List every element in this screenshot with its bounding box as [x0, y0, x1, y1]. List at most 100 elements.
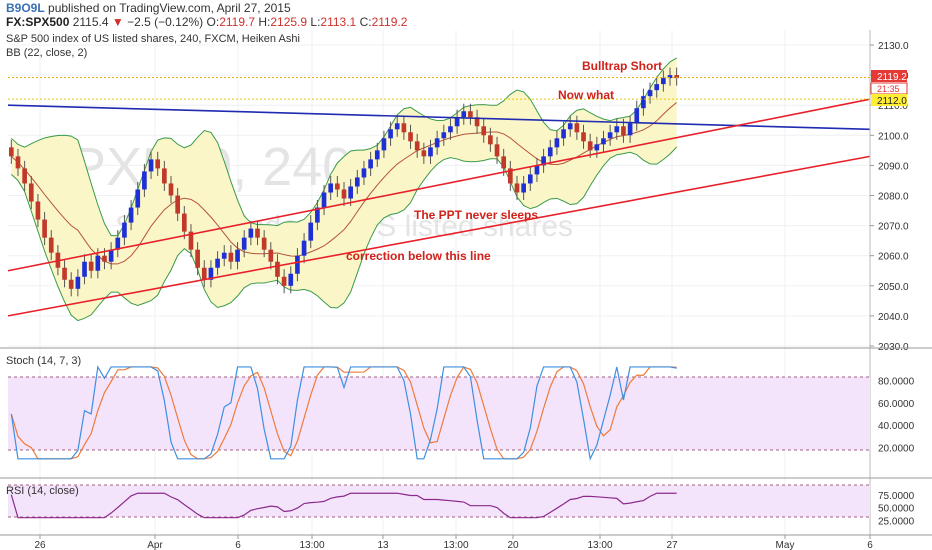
price-tick-label: 2070.0	[878, 222, 909, 233]
candle	[248, 228, 254, 238]
candle	[241, 237, 247, 250]
annotation-bulltrap[interactable]: Bulltrap Short	[582, 59, 662, 73]
annotation-ppt[interactable]: The PPT never sleeps	[414, 208, 538, 222]
level-badge-bg	[871, 94, 907, 106]
candle	[468, 111, 473, 118]
candle	[627, 123, 633, 136]
candle	[261, 237, 267, 250]
candle	[348, 186, 353, 199]
candle	[228, 252, 234, 262]
annotation-now-what[interactable]: Now what	[558, 88, 614, 102]
candle	[82, 261, 87, 277]
trendline-red-2[interactable]	[7, 155, 871, 317]
candle	[175, 195, 180, 214]
time-tick-label: Apr	[147, 540, 163, 550]
candle	[308, 222, 314, 241]
candle	[641, 96, 646, 109]
last-price-badge-bg	[871, 70, 907, 82]
author-name[interactable]: B9O9L	[6, 1, 45, 15]
candle	[667, 75, 673, 79]
low-value: 2113.1	[320, 15, 357, 29]
price-tick-label: 2090.0	[878, 161, 909, 172]
time-tick-label: May	[776, 540, 795, 550]
candle	[295, 255, 300, 274]
candle	[554, 138, 560, 148]
candle	[181, 213, 187, 232]
time-tick-label: 13	[377, 540, 389, 550]
candle	[328, 183, 334, 193]
candle	[162, 168, 167, 184]
price-axis[interactable]: 2130.02120.02110.02100.02090.02080.02070…	[869, 30, 909, 535]
candle	[341, 189, 347, 199]
candle	[494, 144, 500, 157]
candle	[201, 267, 207, 280]
candle	[594, 144, 600, 151]
candle	[188, 231, 194, 250]
time-tick-label: 13:00	[299, 540, 324, 550]
candle	[361, 168, 367, 178]
candle	[454, 117, 460, 127]
candle	[381, 138, 387, 151]
level-badge: 2112.0	[877, 96, 907, 107]
close-value: 2119.2	[371, 15, 408, 29]
candle	[527, 174, 533, 184]
candle	[208, 267, 214, 280]
trendline-blue[interactable]	[7, 104, 871, 131]
candle	[647, 90, 653, 97]
trendline-red-1[interactable]	[7, 98, 871, 272]
time-tick-label: 13:00	[587, 540, 612, 550]
candle	[408, 132, 413, 142]
candle	[128, 207, 134, 223]
candle	[235, 249, 240, 262]
candle	[281, 276, 287, 286]
candle	[95, 255, 101, 271]
candle	[28, 183, 34, 202]
time-axis[interactable]: 26 Apr 6 13:00 13 13:00 20 13:00 27 May 6	[34, 535, 873, 550]
candle	[561, 129, 566, 139]
time-tick-label: 20	[507, 540, 519, 550]
rsi-band-fill	[8, 485, 870, 517]
chart-header: B9O9L published on TradingView.com, Apri…	[0, 0, 932, 30]
close-label: C:	[359, 15, 372, 29]
candle	[215, 258, 220, 268]
candle	[388, 129, 393, 139]
candle	[115, 237, 121, 250]
candle	[108, 249, 114, 262]
candle	[288, 273, 294, 286]
time-tick-label: 26	[34, 540, 46, 550]
symbol-label[interactable]: FX:SPX500	[6, 15, 70, 29]
bollinger-basis	[10, 102, 677, 265]
candle	[48, 237, 54, 253]
candle	[567, 123, 573, 130]
price-tick-label: 2060.0	[878, 252, 909, 263]
candle	[15, 156, 21, 169]
bb-indicator-label: BB (22, close, 2)	[6, 47, 87, 59]
candle	[135, 189, 141, 208]
candle	[508, 168, 513, 184]
stoch-tick-label: 80.0000	[878, 376, 915, 387]
rsi-tick-label: 50.0000	[878, 504, 915, 515]
price-tick-label: 2080.0	[878, 192, 909, 203]
candle	[541, 156, 546, 166]
candle	[142, 171, 147, 190]
candle	[488, 135, 493, 145]
chart-canvas[interactable]: SPX500, 240 S&P 500 index of US listed s…	[0, 30, 932, 550]
price-tick-label: 2050.0	[878, 282, 909, 293]
candle	[155, 159, 161, 169]
candle	[195, 249, 200, 268]
rsi-tick-label: 75.0000	[878, 491, 915, 502]
bollinger-lower	[10, 146, 678, 322]
low-label: L:	[310, 15, 321, 29]
stoch-ticks: 80.0000 60.0000 40.0000 20.0000	[878, 376, 915, 454]
candle	[275, 261, 280, 277]
candle	[321, 192, 327, 208]
candle	[434, 138, 440, 148]
price-change: −2.5 (−0.12%)	[127, 15, 204, 29]
candle	[122, 222, 127, 238]
price-tick-label: 2110.0	[878, 101, 908, 112]
high-label: H:	[258, 15, 271, 29]
annotation-correction[interactable]: correction below this line	[346, 249, 491, 263]
candle	[614, 126, 620, 133]
trendlines[interactable]	[7, 98, 871, 317]
